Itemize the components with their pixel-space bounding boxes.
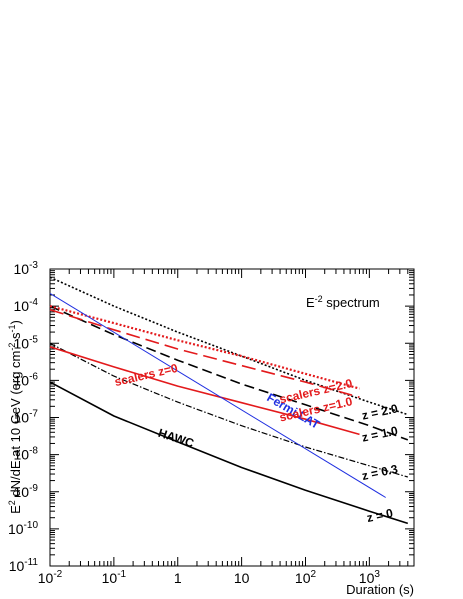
y-tick-label: 10-6 [14, 371, 39, 388]
legend-note: E-2 spectrum [306, 294, 380, 310]
x-tick-label: 10-2 [38, 569, 63, 586]
series-hawc-z0 [49, 381, 409, 525]
y-axis-title: E2 dN/dE at 10 GeV (erg cm-2 s-1) [7, 320, 23, 514]
series-fermi-lat [49, 292, 386, 498]
y-tick-label: 10-7 [14, 409, 39, 426]
x-tick-label: 10-1 [102, 569, 127, 586]
y-tick-label: 10-8 [14, 446, 39, 463]
y-tick-label: 10-10 [8, 520, 38, 537]
annot-z20: z = 2.0 [361, 401, 400, 422]
series-group [49, 276, 409, 525]
axis-ticks: 10-2 10-1 1 10 102 10310-1110-1010-910-810-71… [8, 260, 415, 586]
y-tick-label: 10-4 [14, 297, 39, 314]
y-tick-label: 10-11 [9, 557, 39, 574]
annot-z0: z = 0 [365, 506, 394, 525]
annot-z03: z = 0.3 [361, 462, 400, 483]
annot-z10: z = 1.0 [361, 423, 400, 444]
annot-hawc: HAWC [156, 426, 196, 451]
y-tick-label: 10-9 [14, 483, 39, 500]
x-axis-title: Duration (s) [346, 582, 414, 597]
x-tick-label: 103 [359, 569, 381, 586]
y-tick-label: 10-3 [14, 260, 39, 277]
x-tick-label: 102 [295, 569, 317, 586]
y-tick-label: 10-5 [14, 334, 39, 351]
series-scalers-z20 [49, 305, 360, 390]
series-scalers-z0 [49, 346, 360, 436]
series-hawc-z03 [49, 342, 408, 478]
plot-frame [49, 268, 415, 567]
x-tick-label: 10 [234, 570, 250, 586]
series-scalers-z10 [49, 308, 360, 399]
x-tick-label: 1 [174, 570, 182, 586]
annot-scalers-z0: scalers z=0 [113, 361, 179, 389]
